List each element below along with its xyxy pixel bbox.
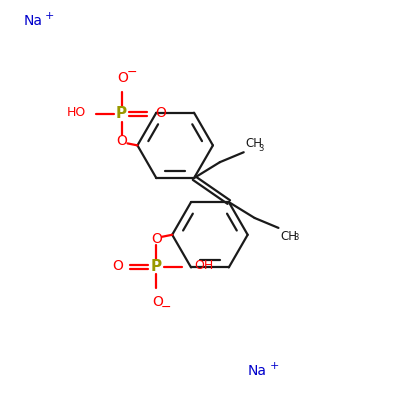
Text: −: − bbox=[161, 301, 172, 314]
Text: HO: HO bbox=[66, 106, 86, 119]
Text: OH: OH bbox=[194, 259, 213, 272]
Text: CH: CH bbox=[280, 230, 298, 243]
Text: O: O bbox=[117, 71, 128, 85]
Text: Na: Na bbox=[248, 364, 267, 378]
Text: CH: CH bbox=[246, 137, 263, 150]
Text: +: + bbox=[270, 361, 279, 371]
Text: P: P bbox=[151, 259, 162, 274]
Text: P: P bbox=[116, 106, 127, 121]
Text: 3: 3 bbox=[293, 233, 299, 242]
Text: O: O bbox=[151, 232, 162, 246]
Text: −: − bbox=[126, 66, 137, 79]
Text: Na: Na bbox=[23, 14, 42, 28]
Text: O: O bbox=[152, 295, 163, 309]
Text: O: O bbox=[155, 106, 166, 120]
Text: O: O bbox=[116, 134, 127, 148]
Text: O: O bbox=[112, 258, 123, 272]
Text: 3: 3 bbox=[258, 144, 264, 153]
Text: +: + bbox=[45, 11, 54, 21]
